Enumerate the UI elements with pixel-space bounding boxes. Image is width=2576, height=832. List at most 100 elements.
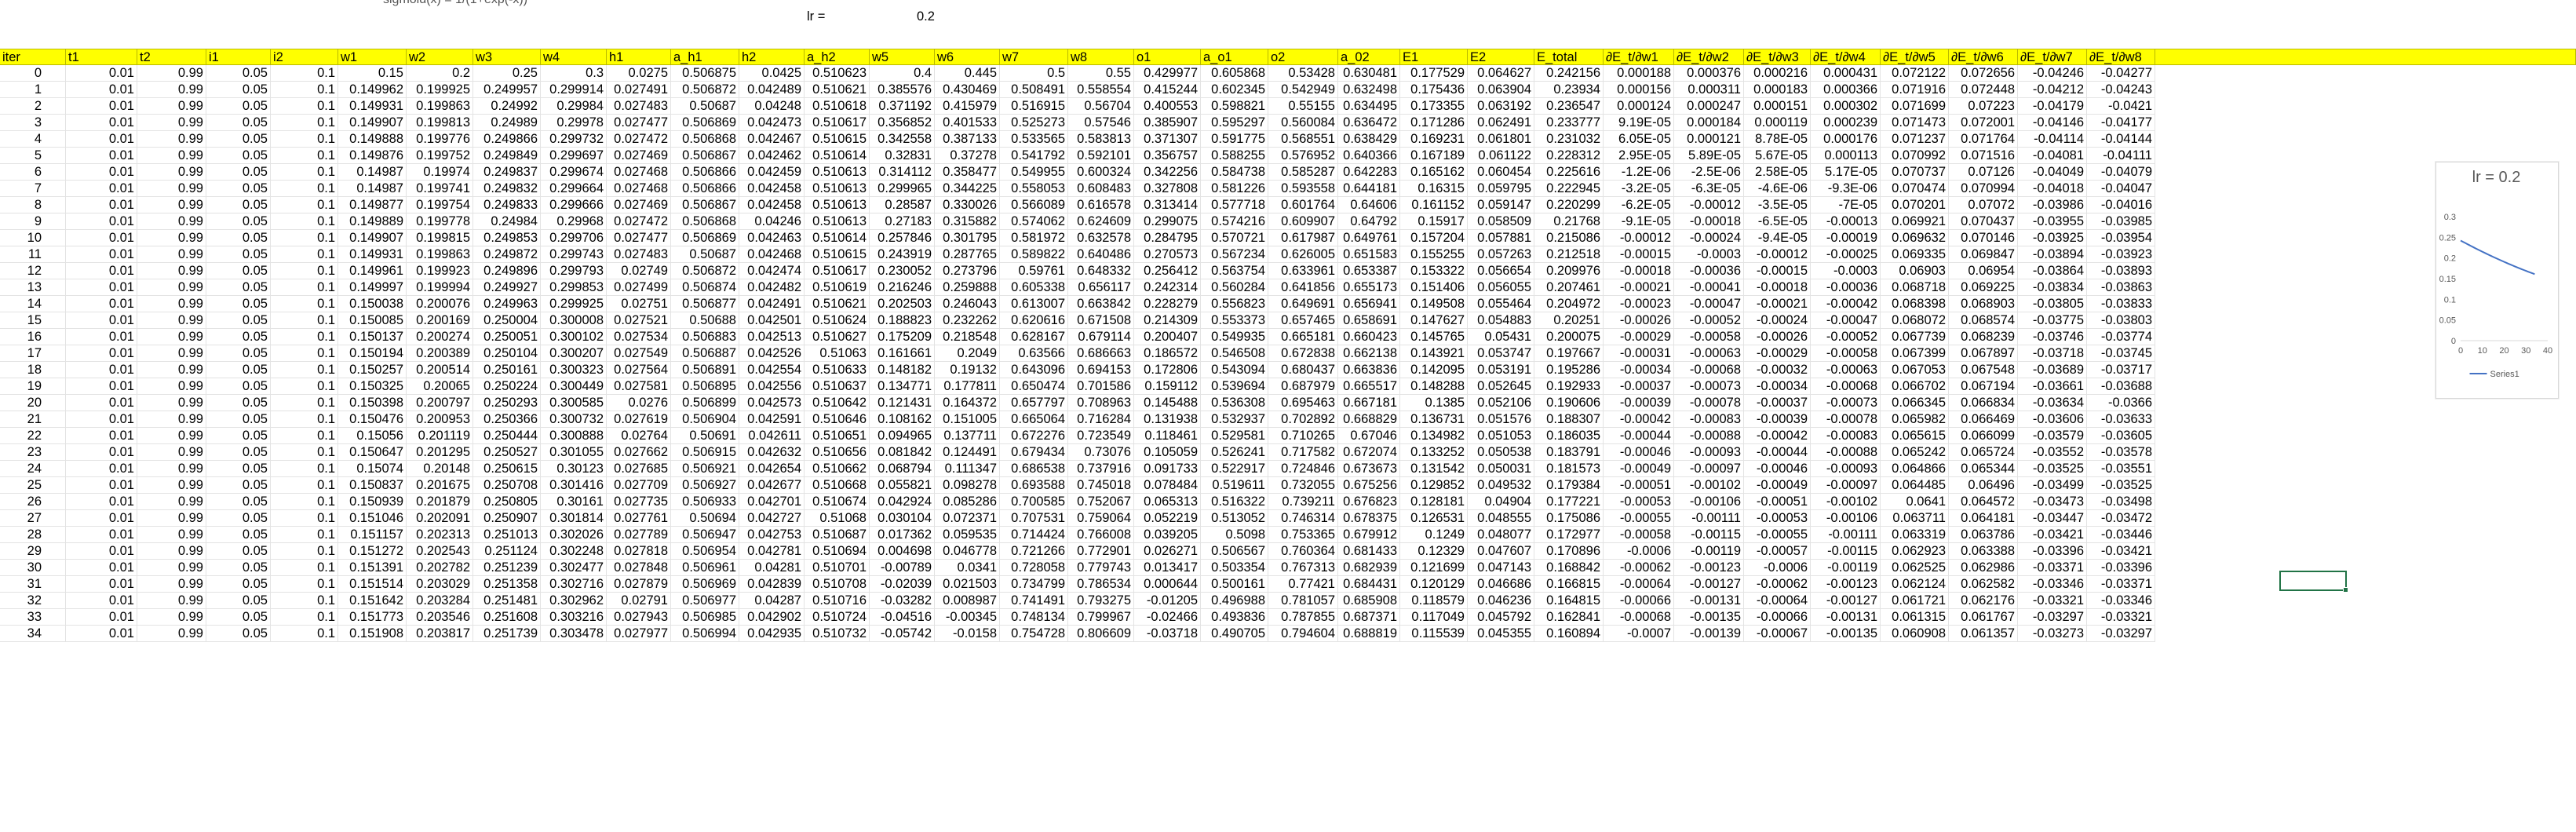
data-cell[interactable]: 0.617987 <box>1268 230 1338 246</box>
data-cell[interactable]: 0.99 <box>137 246 206 263</box>
data-cell[interactable]: -0.0421 <box>2087 98 2155 115</box>
data-cell[interactable]: 0.200389 <box>407 345 473 362</box>
data-cell[interactable]: 0.069632 <box>1881 230 1949 246</box>
data-cell[interactable]: 0.068072 <box>1881 312 1949 329</box>
data-cell[interactable]: -0.03923 <box>2087 246 2155 263</box>
data-cell[interactable]: 0.072371 <box>935 510 1000 527</box>
data-cell[interactable]: 0.16315 <box>1400 181 1468 197</box>
data-cell[interactable]: 0.091733 <box>1134 461 1201 477</box>
column-header[interactable]: ∂E_t/∂w7 <box>2018 49 2087 65</box>
data-cell[interactable]: 0.500161 <box>1201 576 1268 593</box>
data-cell[interactable]: 0.415244 <box>1134 82 1201 98</box>
data-cell[interactable]: -0.00025 <box>1811 246 1881 263</box>
data-cell[interactable]: 0.77421 <box>1268 576 1338 593</box>
data-cell[interactable]: 0.510614 <box>805 148 870 164</box>
column-header[interactable]: i2 <box>271 49 338 65</box>
data-cell[interactable]: 0.01 <box>66 609 137 626</box>
data-cell[interactable]: 0.598821 <box>1201 98 1268 115</box>
data-cell[interactable]: 0.510687 <box>805 527 870 543</box>
data-cell[interactable]: 0.1249 <box>1400 527 1468 543</box>
data-cell[interactable]: 0.299853 <box>541 279 607 296</box>
data-cell[interactable]: 0.510656 <box>805 444 870 461</box>
data-cell[interactable]: 0.000366 <box>1811 82 1881 98</box>
data-cell[interactable]: 0.063904 <box>1468 82 1534 98</box>
data-cell[interactable]: 0.046236 <box>1468 593 1534 609</box>
data-cell[interactable]: 0.772901 <box>1068 543 1134 560</box>
data-cell[interactable]: 0.1 <box>271 444 338 461</box>
data-cell[interactable]: 0.549935 <box>1201 329 1268 345</box>
data-cell[interactable]: 0.150194 <box>338 345 407 362</box>
data-cell[interactable]: 0.700585 <box>1000 494 1068 510</box>
data-cell[interactable]: 0.24989 <box>473 115 541 131</box>
data-cell[interactable]: 0.672838 <box>1268 345 1338 362</box>
data-cell[interactable]: -0.00111 <box>1674 510 1744 527</box>
data-cell[interactable]: 0.121699 <box>1400 560 1468 576</box>
data-cell[interactable]: 0.027943 <box>607 609 671 626</box>
data-cell[interactable]: -0.00139 <box>1674 626 1744 642</box>
data-cell[interactable]: 0.212518 <box>1534 246 1604 263</box>
data-cell[interactable]: 0.634495 <box>1338 98 1400 115</box>
data-cell[interactable]: 0.549955 <box>1000 164 1068 181</box>
data-cell[interactable]: 0.510613 <box>805 164 870 181</box>
data-cell[interactable]: -0.00066 <box>1744 609 1811 626</box>
column-header[interactable]: w6 <box>935 49 1000 65</box>
data-cell[interactable]: 0.000124 <box>1604 98 1674 115</box>
iter-cell[interactable]: 11 <box>0 246 66 263</box>
data-cell[interactable]: 0.342558 <box>870 131 935 148</box>
data-cell[interactable]: 0.027521 <box>607 312 671 329</box>
data-cell[interactable]: 0.99 <box>137 329 206 345</box>
data-cell[interactable]: 0.07126 <box>1949 164 2018 181</box>
data-cell[interactable]: 0.510732 <box>805 626 870 642</box>
data-cell[interactable]: -0.00034 <box>1744 378 1811 395</box>
data-cell[interactable]: 0.042489 <box>739 82 805 98</box>
data-cell[interactable]: 0.06496 <box>1949 477 2018 494</box>
data-cell[interactable]: 0.027483 <box>607 246 671 263</box>
data-cell[interactable]: 0.1 <box>271 329 338 345</box>
data-cell[interactable]: 0.29968 <box>541 213 607 230</box>
data-cell[interactable]: 0.150476 <box>338 411 407 428</box>
data-cell[interactable]: 0.042701 <box>739 494 805 510</box>
data-cell[interactable]: 0.608483 <box>1068 181 1134 197</box>
data-cell[interactable]: 0.067053 <box>1881 362 1949 378</box>
data-cell[interactable]: -0.00026 <box>1604 312 1674 329</box>
data-cell[interactable]: 0.251358 <box>473 576 541 593</box>
iter-cell[interactable]: 5 <box>0 148 66 164</box>
data-cell[interactable]: 0.668829 <box>1338 411 1400 428</box>
data-cell[interactable]: 0.199754 <box>407 197 473 213</box>
data-cell[interactable]: 0.574216 <box>1201 213 1268 230</box>
data-cell[interactable]: 0.605338 <box>1000 279 1068 296</box>
data-cell[interactable]: 0.060908 <box>1881 626 1949 642</box>
data-cell[interactable]: -0.03745 <box>2087 345 2155 362</box>
data-cell[interactable]: 0.065313 <box>1134 494 1201 510</box>
data-cell[interactable]: 0.201119 <box>407 428 473 444</box>
data-cell[interactable]: 0.151514 <box>338 576 407 593</box>
data-cell[interactable]: 0.716284 <box>1068 411 1134 428</box>
data-cell[interactable]: 0.01 <box>66 131 137 148</box>
data-cell[interactable]: 0.203029 <box>407 576 473 593</box>
data-cell[interactable]: 0.741491 <box>1000 593 1068 609</box>
data-cell[interactable]: 0.508491 <box>1000 82 1068 98</box>
data-cell[interactable]: 0.5098 <box>1201 527 1268 543</box>
data-cell[interactable]: 0.199813 <box>407 115 473 131</box>
data-cell[interactable]: 0.047143 <box>1468 560 1534 576</box>
data-cell[interactable]: 0.249957 <box>473 82 541 98</box>
data-cell[interactable]: 0.147627 <box>1400 312 1468 329</box>
data-cell[interactable]: 0.694153 <box>1068 362 1134 378</box>
data-cell[interactable]: 0.15074 <box>338 461 407 477</box>
data-cell[interactable]: 9.19E-05 <box>1604 115 1674 131</box>
data-cell[interactable]: -1.2E-06 <box>1604 164 1674 181</box>
data-cell[interactable]: 0.99 <box>137 428 206 444</box>
data-cell[interactable]: -0.03606 <box>2018 411 2087 428</box>
data-cell[interactable]: 0.061721 <box>1881 593 1949 609</box>
data-cell[interactable]: 0.250805 <box>473 494 541 510</box>
data-cell[interactable]: 0.01 <box>66 246 137 263</box>
data-cell[interactable]: -7E-05 <box>1811 197 1881 213</box>
data-cell[interactable]: 0.687371 <box>1338 609 1400 626</box>
data-cell[interactable]: -0.00102 <box>1811 494 1881 510</box>
data-cell[interactable]: 0.663842 <box>1068 296 1134 312</box>
data-cell[interactable]: 0.149961 <box>338 263 407 279</box>
data-cell[interactable]: 0.99 <box>137 115 206 131</box>
data-cell[interactable]: 0.649761 <box>1338 230 1400 246</box>
data-cell[interactable]: 0.200407 <box>1134 329 1201 345</box>
data-cell[interactable]: 0.150325 <box>338 378 407 395</box>
